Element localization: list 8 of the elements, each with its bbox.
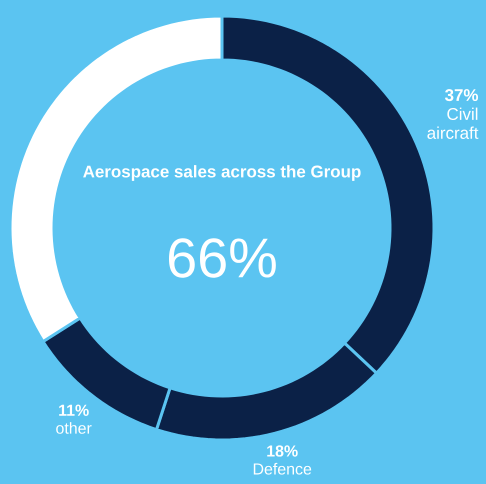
data-label: 11% bbox=[59, 404, 89, 416]
slice-label: Civil aircraft bbox=[427, 108, 478, 139]
data-label: 18% bbox=[267, 445, 298, 457]
data-label: 37% bbox=[444, 89, 478, 102]
slice-label: other bbox=[56, 422, 92, 434]
text: Aerospace sales across the Group bbox=[83, 165, 361, 181]
slice-label: Defence bbox=[254, 462, 312, 475]
text: 66% bbox=[169, 238, 276, 278]
